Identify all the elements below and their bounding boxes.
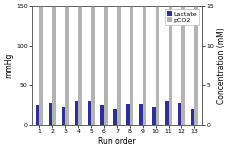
Bar: [194, 0, 197, 125]
Bar: [78, 0, 82, 125]
Bar: [65, 0, 69, 125]
Bar: [190, 109, 194, 125]
Legend: Lactate, pCO2: Lactate, pCO2: [164, 9, 198, 25]
Bar: [113, 109, 116, 125]
Y-axis label: Concentration (mM): Concentration (mM): [216, 27, 225, 104]
Y-axis label: mmHg: mmHg: [4, 53, 13, 78]
Bar: [168, 0, 172, 125]
Bar: [74, 101, 78, 125]
X-axis label: Run order: Run order: [98, 137, 135, 146]
Bar: [87, 101, 91, 125]
Bar: [142, 0, 146, 125]
Bar: [116, 0, 120, 125]
Bar: [164, 101, 168, 125]
Bar: [100, 105, 104, 125]
Bar: [49, 103, 52, 125]
Bar: [139, 103, 142, 125]
Bar: [129, 0, 133, 125]
Bar: [126, 103, 129, 125]
Bar: [151, 107, 155, 125]
Bar: [39, 0, 43, 125]
Bar: [155, 0, 159, 125]
Bar: [91, 0, 94, 125]
Bar: [61, 108, 65, 125]
Bar: [177, 103, 181, 125]
Bar: [36, 105, 39, 125]
Bar: [104, 0, 107, 125]
Bar: [181, 0, 184, 125]
Bar: [52, 0, 56, 125]
